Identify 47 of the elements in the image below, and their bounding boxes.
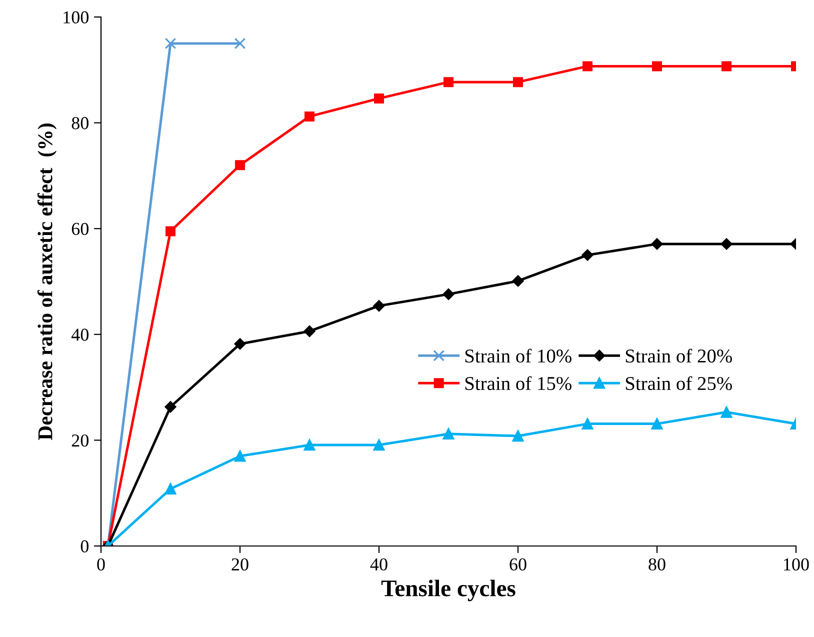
point — [582, 249, 594, 261]
y-tick-label: 40 — [71, 328, 89, 341]
x-axis-title: Tensile cycles — [381, 580, 516, 602]
point — [234, 450, 246, 462]
point — [512, 275, 524, 287]
point — [374, 93, 384, 104]
x-tick-label: 80 — [648, 558, 666, 571]
point — [373, 300, 385, 312]
y-tick-label: 0 — [80, 540, 89, 552]
point — [720, 238, 732, 250]
point — [720, 406, 732, 418]
point — [164, 483, 176, 495]
point — [722, 61, 732, 72]
legend-label: Strain of 10% — [465, 348, 572, 363]
point — [164, 401, 176, 413]
point — [651, 418, 663, 430]
x-tick-label: 20 — [232, 558, 248, 571]
point — [373, 439, 385, 451]
point — [513, 77, 523, 88]
x-tick-label: 0 — [97, 558, 105, 571]
point — [582, 61, 592, 72]
point — [512, 430, 524, 442]
point — [304, 111, 314, 122]
x-tick-label: 100 — [784, 558, 809, 571]
point — [304, 439, 316, 451]
point — [166, 226, 176, 236]
point — [442, 428, 454, 440]
legend-label: Strain of 25% — [626, 376, 732, 390]
point — [235, 160, 245, 170]
point — [442, 288, 454, 300]
point — [444, 77, 454, 88]
legend-label: Strain of 20% — [626, 348, 732, 363]
point — [234, 38, 246, 50]
point — [164, 38, 176, 50]
y-axis-title: Decrease ratio of auxetic effect (%) — [37, 124, 57, 440]
legend-label: Strain of 15% — [465, 376, 572, 390]
x-tick-label: 60 — [510, 558, 526, 571]
y-tick-label: 20 — [72, 434, 89, 447]
point — [304, 325, 316, 337]
x-tick-label: 40 — [370, 558, 388, 571]
point — [234, 338, 246, 350]
point — [652, 61, 662, 72]
y-tick-label: 60 — [72, 222, 89, 236]
point — [651, 238, 663, 250]
y-tick-label: 80 — [72, 117, 89, 130]
point — [582, 418, 594, 430]
y-tick-label: 100 — [64, 11, 89, 24]
